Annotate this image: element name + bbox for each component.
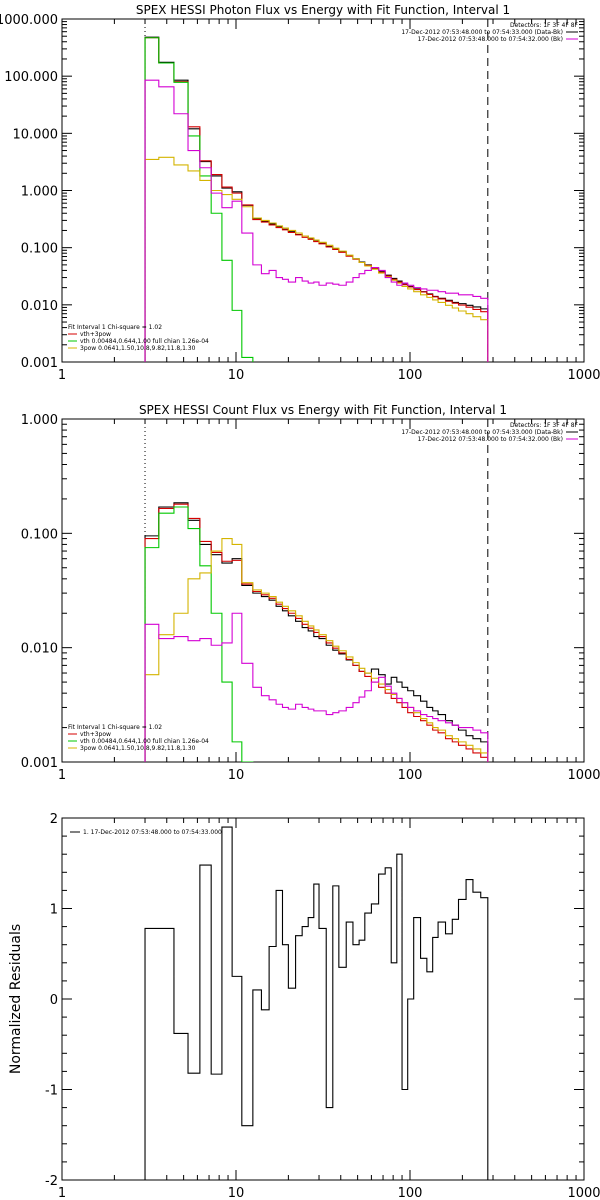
series-step-line <box>144 612 489 762</box>
fit-legend-header: Fit Interval 1 Chi-square = 1.02 <box>68 324 162 331</box>
background-interval-label: 17-Dec-2012 07:53:48.000 to 07:54:32.000… <box>418 436 563 443</box>
residuals-panel: 1 10 100 1000 -2 -1 0 1 2 Normalized Residuals 1. … <box>8 812 600 1200</box>
data-interval-label: 17-Dec-2012 07:53:48.000 to 07:54:33.000… <box>401 29 563 36</box>
fit-legend-item: vth+3pow <box>80 731 111 738</box>
plot-frame <box>61 18 585 363</box>
series-step-line <box>144 36 489 362</box>
x-tick-label: 100 <box>398 368 423 383</box>
x-tick-label: 100 <box>398 768 423 783</box>
fit-legend-header: Fit Interval 1 Chi-square = 1.02 <box>68 724 162 731</box>
series-step-line <box>144 37 489 362</box>
plot-body <box>144 826 489 1180</box>
y-tick-label: 1.000 <box>21 413 58 428</box>
y-tick-label: 0.010 <box>21 299 58 314</box>
detectors-label: Detectors: 1F 3F 4F 8F <box>510 22 579 29</box>
fit-legend-item: vth 0.00484,0.644,1.00 full chian 1.26e-… <box>80 338 209 345</box>
x-tick-label: 1000 <box>567 368 600 383</box>
y-tick-label: 0 <box>50 993 58 1008</box>
fit-legend-item: vth+3pow <box>80 331 111 338</box>
plot-frame <box>61 418 585 763</box>
y-tick-label: 2 <box>50 812 58 827</box>
y-tick-label: 100.000 <box>4 70 58 85</box>
series-step-line <box>144 503 489 762</box>
x-tick-label: 1 <box>58 1186 66 1200</box>
y-tick-label: 1.000 <box>21 185 58 200</box>
y-tick-label: -1 <box>45 1084 58 1099</box>
fit-legend-item: vth 0.00484,0.644,1.00 full chian 1.26e-… <box>80 738 209 745</box>
count-flux-panel: SPEX HESSI Count Flux vs Energy with Fit… <box>21 403 600 783</box>
series-step-line <box>144 538 489 762</box>
x-tick-label: 10 <box>228 768 245 783</box>
fit-legend-item: 3pow 0.0641,1.50,10.8,9.82,11.8,1.30 <box>80 345 196 352</box>
y-tick-label: 0.100 <box>21 527 58 542</box>
x-tick-label: 10 <box>228 1186 245 1200</box>
series-step-line <box>144 37 254 362</box>
y-tick-label: 0.001 <box>21 356 58 371</box>
residual-legend-label: 1. 17-Dec-2012 07:53:48.000 to 07:54:33.… <box>83 829 222 836</box>
data-interval-label: 17-Dec-2012 07:53:48.000 to 07:54:33.000… <box>401 429 563 436</box>
series-step-line <box>144 826 489 1180</box>
y-tick-label: -2 <box>45 1174 58 1189</box>
x-tick-label: 1 <box>58 368 66 383</box>
y-tick-label: 1 <box>50 903 58 918</box>
series-step-line <box>144 502 489 762</box>
y-tick-label: 1000.000 <box>0 13 58 28</box>
plot-body <box>144 419 489 762</box>
chart-title: SPEX HESSI Count Flux vs Energy with Fit… <box>139 403 507 417</box>
y-tick-label: 10.000 <box>13 127 59 142</box>
chart-title: SPEX HESSI Photon Flux vs Energy with Fi… <box>136 3 510 17</box>
x-tick-label: 1000 <box>567 1186 600 1200</box>
background-interval-label: 17-Dec-2012 07:53:48.000 to 07:54:32.000… <box>418 36 563 43</box>
y-tick-label: 0.001 <box>21 756 58 771</box>
x-tick-label: 100 <box>398 1186 423 1200</box>
y-tick-label: 0.100 <box>21 242 58 257</box>
series-step-line <box>144 79 489 362</box>
fit-legend-item: 3pow 0.0641,1.50,10.8,9.82,11.8,1.30 <box>80 745 196 752</box>
plot-frame <box>61 817 585 1181</box>
series-step-line <box>144 506 254 762</box>
x-tick-label: 1000 <box>567 768 600 783</box>
y-tick-label: 0.010 <box>21 642 58 657</box>
x-tick-label: 1 <box>58 768 66 783</box>
y-axis-label: Normalized Residuals <box>8 924 24 1074</box>
x-tick-label: 10 <box>228 368 245 383</box>
detectors-label: Detectors: 1F 3F 4F 8F <box>510 422 579 429</box>
plot-body <box>144 19 489 362</box>
series-step-line <box>144 156 489 362</box>
photon-flux-panel: SPEX HESSI Photon Flux vs Energy with Fi… <box>0 3 600 383</box>
